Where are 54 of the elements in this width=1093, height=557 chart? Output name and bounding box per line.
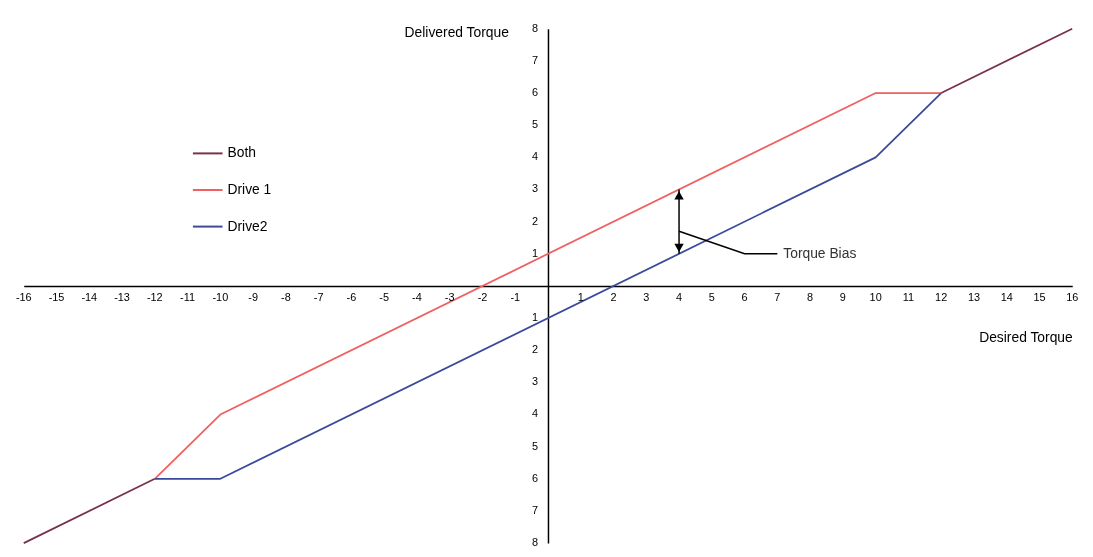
y-tick-label: 5 [532,439,539,452]
y-tick-label: 5 [532,118,539,131]
x-tick-label: 8 [807,290,814,303]
x-tick-label: -9 [248,290,258,303]
x-tick-label: -8 [281,290,291,303]
x-tick-label: -15 [48,290,65,303]
y-tick-label: 6 [532,86,539,99]
y-tick-label: 3 [532,182,539,195]
y-tick-label: 3 [532,375,539,388]
x-tick-label: 5 [708,290,715,303]
annotation: Torque Bias [783,244,857,261]
x-tick-label: 10 [869,290,882,303]
y-axis-title: Delivered Torque [404,24,510,41]
x-tick-label: -16 [15,290,32,303]
legend-label: Drive2 [227,217,268,234]
x-tick-label: 2 [610,290,617,303]
y-tick-label: 8 [532,21,539,34]
x-tick-label: 16 [1066,290,1079,303]
x-tick-label: -12 [146,290,163,303]
x-tick-label: 4 [676,290,683,303]
x-tick-label: 1 [577,290,584,303]
y-tick-label: 1 [532,311,539,324]
y-tick-label: 4 [532,407,539,420]
y-tick-label: 6 [532,471,539,484]
x-tick-label: -4 [412,290,422,303]
x-tick-label: 9 [839,290,846,303]
y-tick-label: 8 [532,536,539,549]
x-tick-label: -1 [510,290,521,303]
y-tick-label: 2 [532,214,539,227]
x-tick-label: 12 [935,290,948,303]
x-tick-label: -2 [477,290,488,303]
x-tick-label: -10 [212,290,229,303]
x-tick-label: 11 [902,290,915,303]
y-tick-label: 7 [532,503,539,516]
x-tick-label: 6 [741,290,748,303]
legend-label: Both [227,144,256,161]
x-tick-label: -5 [379,290,389,303]
y-tick-label: 4 [532,150,539,163]
x-tick-label: -6 [346,290,357,303]
y-tick-label: 7 [532,53,539,66]
x-tick-label: -7 [313,290,324,303]
x-tick-label: 14 [1000,290,1013,303]
legend-label: Drive 1 [227,180,272,197]
x-tick-label: 13 [967,290,980,303]
x-tick-label: -13 [114,290,130,303]
x-tick-label: 15 [1033,290,1046,303]
x-tick-label: -11 [180,290,196,303]
x-tick-label: -14 [81,290,98,303]
y-tick-label: 1 [532,246,539,259]
x-axis-title: Desired Torque [979,328,1074,345]
x-tick-label: 3 [643,290,650,303]
y-tick-label: 2 [532,343,539,356]
x-tick-label: 7 [774,290,781,303]
x-tick-label: -3 [444,290,455,303]
